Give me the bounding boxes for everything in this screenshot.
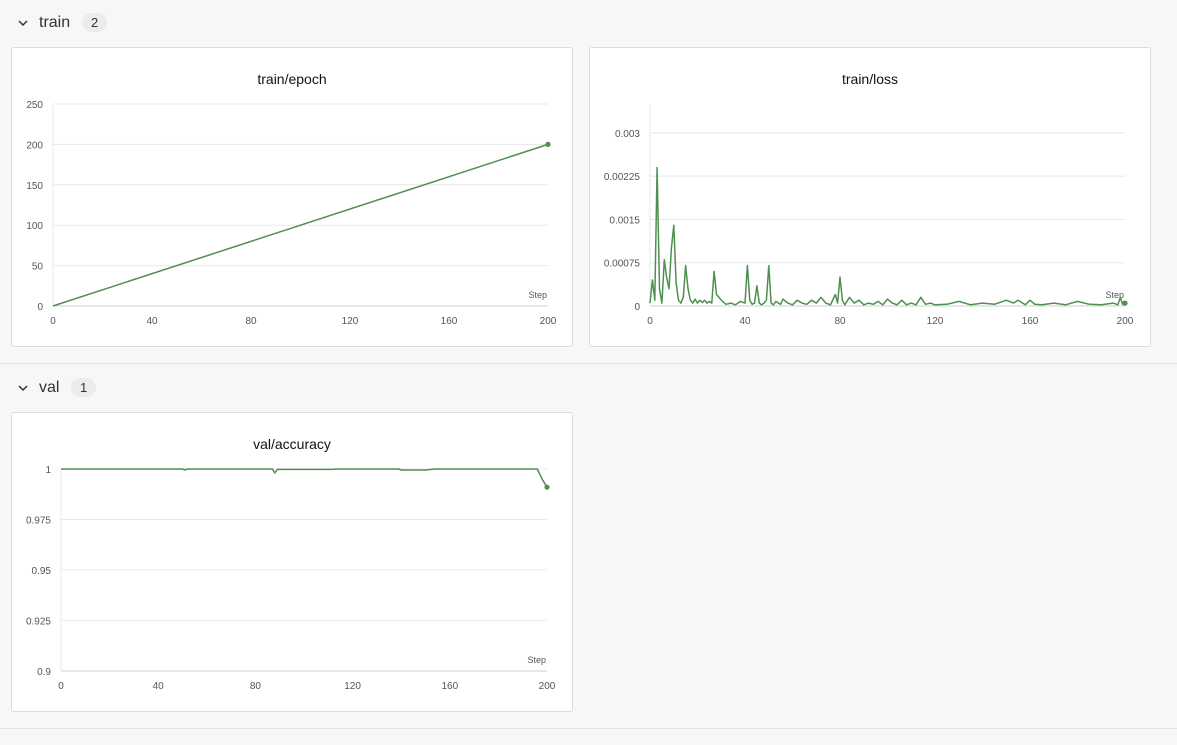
x-tick-label: 0: [647, 316, 653, 327]
x-tick-label: 120: [342, 316, 359, 327]
x-tick-label: 120: [927, 316, 944, 327]
x-tick-label: 200: [539, 681, 556, 692]
chart-title: train/epoch: [257, 71, 327, 87]
section-count-badge: 1: [71, 378, 97, 397]
x-tick-label: 200: [1117, 316, 1134, 327]
section-count-badge: 2: [82, 13, 108, 32]
x-tick-label: 160: [441, 316, 458, 327]
chart-title: val/accuracy: [253, 436, 331, 452]
section-header-train[interactable]: train 2: [0, 8, 130, 38]
series-line: [61, 468, 548, 488]
x-tick-label: 80: [834, 316, 846, 327]
y-tick-label: 200: [26, 140, 43, 151]
section-title: train: [39, 14, 71, 31]
y-tick-label: 0.95: [32, 566, 52, 577]
x-tick-label: 80: [245, 316, 257, 327]
last-point-marker: [1122, 300, 1128, 306]
chart-panel-train-loss: train/loss 0 0.00075 0.0015 0.00225 0.003 0 40…: [589, 47, 1151, 347]
section-header-val[interactable]: val 1: [0, 373, 120, 403]
chevron-down-icon: [18, 385, 28, 392]
chevron-down-icon: [18, 20, 28, 27]
x-tick-label: 40: [153, 681, 165, 692]
y-tick-label: 0.975: [26, 516, 51, 527]
chart-train-loss[interactable]: 0 0.00075 0.0015 0.00225 0.003 0 40 80 120 160 200…: [590, 48, 1150, 346]
x-axis-label: Step: [528, 290, 547, 300]
x-tick-label: 40: [146, 316, 158, 327]
x-tick-label: 120: [344, 681, 361, 692]
x-tick-label: 80: [250, 681, 262, 692]
y-tick-label: 150: [26, 181, 43, 192]
y-tick-label: 0.00075: [604, 259, 641, 270]
x-tick-label: 0: [58, 681, 64, 692]
x-tick-label: 160: [441, 681, 458, 692]
chart-panel-val-accuracy: val/accuracy 0.9 0.925 0.95 0.975 1 0 40 80 120 1…: [11, 412, 573, 712]
y-tick-label: 100: [26, 221, 43, 232]
x-axis-label: Step: [1105, 290, 1124, 300]
last-point-marker: [545, 141, 551, 147]
section-title: val: [39, 379, 60, 396]
x-tick-label: 160: [1022, 316, 1039, 327]
y-tick-label: 0.00225: [604, 172, 641, 183]
series-line: [52, 143, 549, 307]
y-tick-label: 0.925: [26, 617, 51, 628]
y-tick-label: 0: [634, 302, 640, 313]
y-tick-label: 0: [37, 302, 43, 313]
chart-train-epoch[interactable]: 0 50 100 150 200 250 0 40 80 120 160 200 Step: [12, 48, 572, 346]
last-point-marker: [544, 484, 550, 490]
y-tick-label: 0.0015: [609, 215, 640, 226]
y-tick-label: 0.9: [37, 667, 51, 678]
y-tick-label: 50: [32, 262, 44, 273]
x-tick-label: 0: [50, 316, 56, 327]
series-line: [649, 166, 1126, 306]
x-tick-label: 40: [739, 316, 751, 327]
y-tick-label: 1: [45, 465, 51, 476]
section-divider: [0, 363, 1177, 364]
x-axis-label: Step: [527, 655, 546, 665]
chart-val-accuracy[interactable]: 0.9 0.925 0.95 0.975 1 0 40 80 120 160 200 Step: [12, 413, 572, 711]
section-divider: [0, 728, 1177, 729]
chart-title: train/loss: [841, 71, 899, 87]
y-tick-label: 250: [26, 100, 43, 111]
y-tick-label: 0.003: [615, 129, 640, 140]
x-tick-label: 200: [540, 316, 557, 327]
chart-panel-train-epoch: train/epoch 0 50 100 150 200 250 0 40 80 120 160 20…: [11, 47, 573, 347]
